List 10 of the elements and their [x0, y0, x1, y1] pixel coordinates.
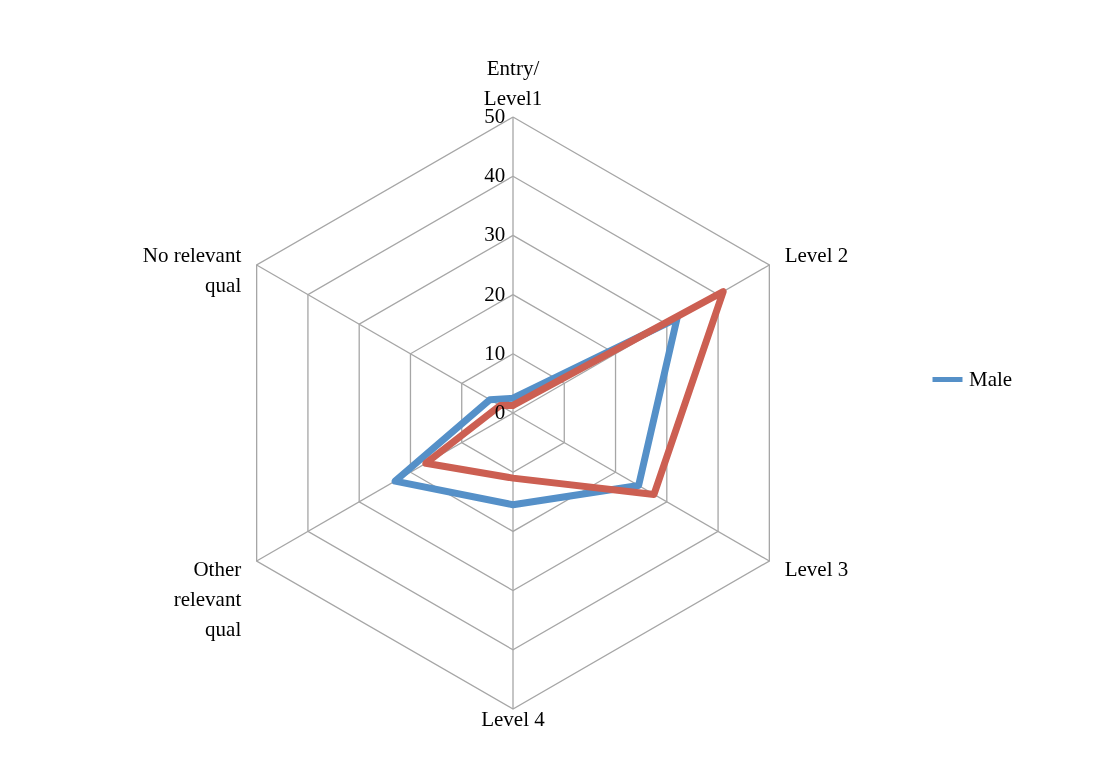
y-tick-label: 30 — [484, 222, 506, 247]
y-tick-label: 40 — [484, 163, 506, 188]
spoke-label: Level 3 — [784, 556, 849, 581]
spoke-label: Level 4 — [481, 707, 546, 731]
spoke-label: Level 2 — [784, 243, 849, 268]
legend-label: Male — [969, 366, 1013, 391]
y-tick-label: 10 — [484, 340, 506, 365]
spoke-label: Other relevant qual — [173, 556, 242, 641]
spoke-label: No relevant qual — [142, 243, 242, 298]
y-tick-label: 20 — [484, 281, 506, 306]
